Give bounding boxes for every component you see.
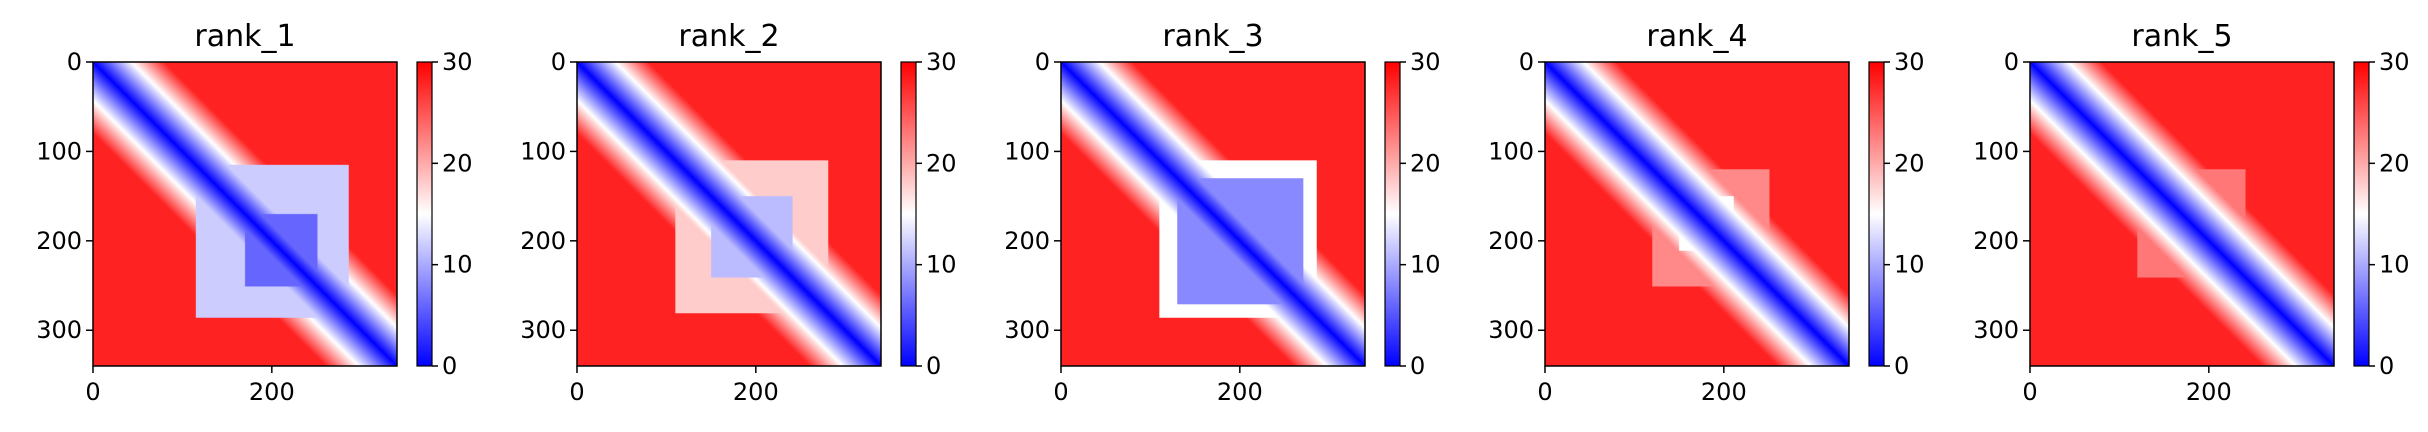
colorbar-tick-label: 0	[1894, 352, 1909, 380]
y-tick-label: 300	[1973, 316, 2019, 344]
colorbar-tick-label: 20	[1894, 149, 1925, 177]
axes-frame	[92, 61, 398, 367]
y-tick-label: 200	[1488, 227, 1534, 255]
y-tick-label: 100	[1004, 137, 1050, 165]
colorbar-tick-label: 0	[442, 352, 457, 380]
colorbar-tick-label: 20	[442, 149, 473, 177]
y-tick-label: 200	[1973, 227, 2019, 255]
y-tick-label: 0	[1035, 48, 1050, 76]
heatmap-image	[2030, 62, 2334, 366]
colorbar-tick-label: 10	[926, 251, 957, 279]
y-tick-label: 300	[1004, 316, 1050, 344]
colorbar	[416, 61, 433, 367]
axes-frame	[2029, 61, 2335, 367]
y-tick-label: 0	[67, 48, 82, 76]
x-tick-label: 200	[2186, 378, 2232, 406]
panel-title: rank_3	[1162, 19, 1263, 54]
panel-title: rank_2	[678, 19, 779, 54]
heatmap-image	[1061, 62, 1365, 366]
colorbar-tick-label: 10	[1894, 251, 1925, 279]
y-tick-label: 100	[1973, 137, 2019, 165]
colorbar-tick-label: 10	[2379, 251, 2410, 279]
panel-title: rank_5	[2131, 19, 2232, 54]
colorbar	[1868, 61, 1885, 367]
x-tick-label: 200	[1217, 378, 1263, 406]
y-tick-label: 200	[1004, 227, 1050, 255]
colorbar	[900, 61, 917, 367]
colorbar-tick-label: 20	[2379, 149, 2410, 177]
x-tick-label: 0	[1537, 378, 1552, 406]
colorbar-tick-label: 30	[442, 48, 473, 76]
x-tick-label: 0	[85, 378, 100, 406]
colorbar-tick-label: 20	[1410, 149, 1441, 177]
axes-frame	[1060, 61, 1366, 367]
y-tick-label: 100	[36, 137, 82, 165]
colorbar-tick-label: 30	[2379, 48, 2410, 76]
colorbar-tick-label: 0	[2379, 352, 2394, 380]
x-tick-label: 200	[249, 378, 295, 406]
x-tick-label: 0	[1053, 378, 1068, 406]
panel-title: rank_4	[1646, 19, 1747, 54]
y-tick-label: 200	[520, 227, 566, 255]
colorbar	[1384, 61, 1401, 367]
colorbar-tick-label: 0	[926, 352, 941, 380]
panel-4: rank_4 0 100 200 300 0 200 0 10 20 30	[1488, 19, 1924, 406]
colorbar-tick-label: 0	[1410, 352, 1425, 380]
panel-2: rank_2 0 100 200 300 0 200 0 10 20 30	[520, 19, 956, 406]
x-tick-label: 200	[1701, 378, 1747, 406]
panel-3: rank_3 0 100 200 300 0 200 0 10 20 30	[1004, 19, 1440, 406]
y-tick-label: 300	[520, 316, 566, 344]
y-tick-label: 300	[36, 316, 82, 344]
panel-1: rank_1 0 100 200 300 0 200 0 10 20 30	[36, 19, 472, 406]
heatmap-image	[577, 62, 881, 366]
colorbar-tick-label: 10	[1410, 251, 1441, 279]
axes-frame	[1544, 61, 1850, 367]
y-tick-label: 100	[520, 137, 566, 165]
x-tick-label: 0	[2022, 378, 2037, 406]
heatmap-image	[1545, 62, 1849, 366]
colorbar-tick-label: 10	[442, 251, 473, 279]
x-tick-label: 0	[569, 378, 584, 406]
colorbar-tick-label: 30	[1894, 48, 1925, 76]
y-tick-label: 0	[551, 48, 566, 76]
y-tick-label: 0	[1519, 48, 1534, 76]
colorbar-tick-label: 30	[1410, 48, 1441, 76]
axes-frame	[576, 61, 882, 367]
x-tick-label: 200	[733, 378, 779, 406]
panel-title: rank_1	[194, 19, 295, 54]
panel-5: rank_5 0 100 200 300 0 200 0 10 20 30	[1973, 19, 2409, 406]
y-tick-label: 200	[36, 227, 82, 255]
y-tick-label: 300	[1488, 316, 1534, 344]
heatmap-image	[93, 62, 397, 366]
y-tick-label: 100	[1488, 137, 1534, 165]
colorbar-tick-label: 30	[926, 48, 957, 76]
colorbar-tick-label: 20	[926, 149, 957, 177]
y-tick-label: 0	[2004, 48, 2019, 76]
colorbar	[2353, 61, 2370, 367]
